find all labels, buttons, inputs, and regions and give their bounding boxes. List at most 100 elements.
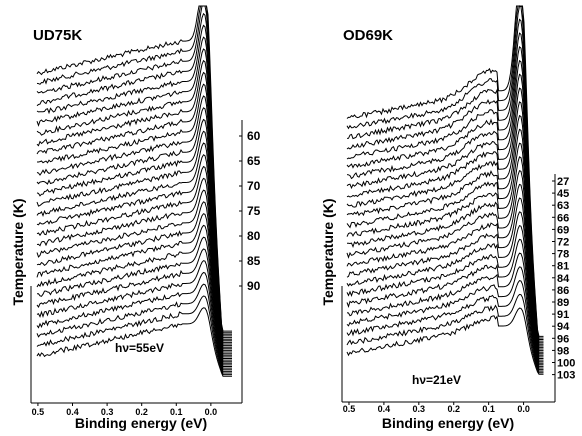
spectrum-curve	[36, 295, 232, 376]
spectrum-curve	[36, 130, 232, 353]
spectrum-curve	[346, 73, 544, 348]
temperature-label: 75	[247, 204, 261, 218]
temperature-label: 72	[557, 237, 569, 249]
spectrum-curve	[346, 183, 544, 361]
spectrum-curve	[36, 36, 232, 340]
x-tick-label: 0.3	[413, 404, 426, 414]
spectrum-curve	[36, 142, 232, 355]
spectrum-curve	[36, 283, 232, 374]
panel-title: OD69K	[343, 27, 393, 44]
x-ticks: 0.5 0.4 0.3 0.2 0.1 0.0	[32, 403, 217, 417]
spectrum-curve	[36, 5, 232, 332]
temperature-label: 27	[557, 176, 569, 188]
temperature-label: 66	[557, 212, 569, 224]
temperature-label: 70	[247, 179, 261, 193]
spectrum-curve	[36, 59, 232, 343]
spectrum-curve	[346, 280, 544, 372]
spectrum-curve	[36, 260, 232, 371]
x-tick-label: 0.2	[447, 404, 460, 414]
spectrum-curve	[346, 197, 544, 363]
spectrum-curve	[346, 128, 544, 355]
spectrum-curve	[346, 18, 544, 342]
x-tick-label: 0.2	[135, 407, 148, 417]
x-tick-label: 0.4	[378, 404, 391, 414]
spectrum-curve	[36, 248, 232, 369]
spectrum-curve	[346, 5, 544, 337]
x-axis-label: Binding energy (eV)	[382, 415, 514, 431]
spectrum-curve	[347, 156, 544, 358]
spectrum-curve	[36, 154, 232, 356]
spectrum-curve	[36, 12, 232, 337]
spectrum-curve	[346, 293, 544, 374]
spectrum-curve	[346, 101, 544, 352]
spectrum-curve	[36, 201, 232, 363]
temperature-label: 98	[557, 345, 569, 357]
temperature-label: 89	[557, 297, 569, 309]
x-axis-label: Binding energy (eV)	[75, 415, 207, 431]
panel-od69k: 0.5 0.4 0.3 0.2 0.1 0.0 274563666972788184868…	[320, 5, 575, 431]
spectrum-curve	[346, 238, 544, 367]
x-ticks: 0.5 0.4 0.3 0.2 0.1 0.0	[343, 402, 530, 414]
temperature-label: 103	[557, 370, 575, 382]
x-tick-label: 0.1	[170, 407, 183, 417]
temperature-label: 85	[247, 254, 261, 268]
y-axis-label: Temperature (K)	[320, 198, 336, 305]
spectrum-curve	[346, 32, 544, 344]
spectrum-curve	[346, 114, 544, 353]
spectrum-curve	[36, 189, 232, 361]
temperature-label: 78	[557, 249, 569, 261]
temperature-label: 65	[247, 154, 261, 168]
spectrum-curve	[36, 224, 232, 366]
spectrum-curve	[36, 24, 232, 339]
x-tick-label: 0.0	[205, 407, 218, 417]
photon-energy-annotation: hν=55eV	[115, 341, 164, 355]
y-axis-label: Temperature (K)	[10, 198, 26, 305]
spectrum-curve	[36, 213, 232, 364]
photon-energy-annotation: hν=21eV	[412, 373, 461, 387]
spectrum-curve	[36, 165, 232, 358]
spectrum-curve	[346, 170, 544, 359]
temperature-label: 96	[557, 333, 569, 345]
spectrum-curve	[346, 45, 544, 345]
spectrum-curve	[36, 107, 232, 350]
temperature-label: 81	[557, 261, 569, 273]
temperature-label: 45	[557, 188, 569, 200]
x-tick-label: 0.3	[101, 407, 114, 417]
x-tick-label: 0.0	[517, 404, 530, 414]
spectrum-curve	[37, 83, 232, 347]
spectrum-curve	[346, 142, 544, 356]
temperature-label: 80	[247, 229, 261, 243]
spectrum-curve	[346, 5, 544, 339]
spectrum-curve	[346, 87, 544, 350]
spectrum-curve	[346, 224, 544, 366]
spectrum-curve	[36, 307, 232, 377]
spectrum-curve	[346, 307, 544, 375]
spectrum-curve	[346, 266, 544, 371]
spectrum-curve	[36, 118, 232, 351]
temperature-label: 90	[247, 279, 261, 293]
spectrum-curve	[346, 59, 544, 347]
temperature-label: 100	[557, 358, 575, 370]
spectrum-curve	[346, 252, 544, 369]
spectrum-curve	[346, 211, 544, 364]
spectrum-curve	[36, 5, 232, 335]
spectrum-curve	[37, 236, 232, 367]
spectrum-curve	[36, 95, 232, 348]
temperature-label: 86	[557, 285, 569, 297]
temperature-label: 94	[557, 321, 570, 333]
spectrum-curve	[36, 271, 232, 372]
spectrum-curve	[36, 71, 232, 345]
spectra-curves	[36, 5, 232, 377]
x-tick-label: 0.5	[32, 407, 45, 417]
spectra-curves	[346, 5, 544, 375]
temperature-label: 63	[557, 200, 569, 212]
x-tick-label: 0.1	[482, 404, 495, 414]
temperature-label: 69	[557, 224, 569, 236]
panel-title: UD75K	[33, 27, 82, 44]
temperature-labels: 60 65 70 75 80 85 90	[239, 129, 261, 293]
temperature-label: 60	[247, 129, 261, 143]
temperature-label: 84	[557, 273, 570, 285]
